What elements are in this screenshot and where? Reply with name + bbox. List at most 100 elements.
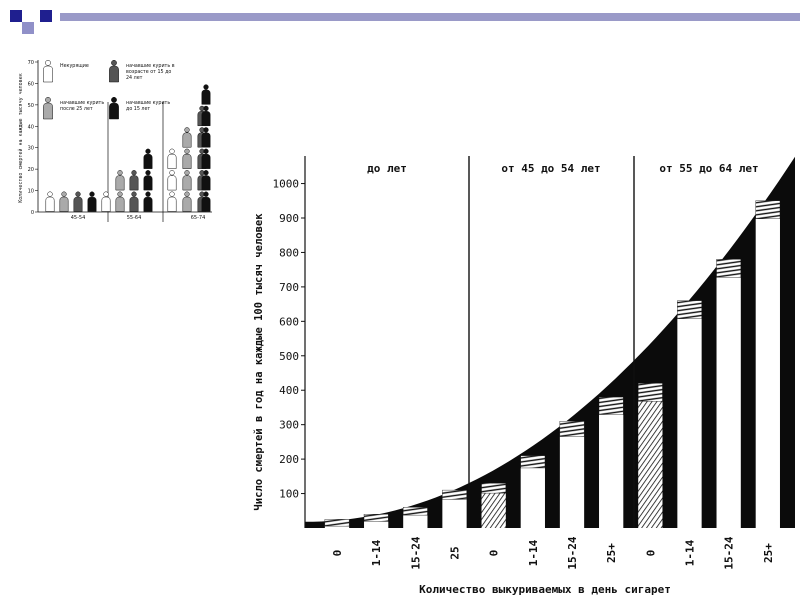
pictogram-person-head — [145, 191, 151, 197]
bar-chart-x-tick-label: 25+ — [605, 543, 618, 563]
pictogram-person-head — [117, 170, 123, 176]
pictogram-person — [182, 148, 192, 169]
pictogram-person — [45, 191, 55, 212]
pictogram-person-head — [131, 170, 137, 176]
pictogram-person-body — [201, 175, 211, 191]
bar-chart-y-tick-label: 800 — [279, 246, 299, 259]
legend-person-icon — [109, 96, 119, 120]
bar-chart-y-axis: 100 200 300 400 500 600 700 800 900 1000 — [273, 156, 306, 528]
pictogram-person — [143, 170, 153, 191]
pictogram-person-head — [75, 191, 81, 197]
legend-person-icon-head — [111, 96, 117, 103]
pictogram-person-head — [145, 170, 151, 176]
pictogram-group-label: 45-54 — [71, 215, 86, 221]
pictogram-person-head — [203, 84, 209, 90]
bar-chart-x-tick-label: 15-24 — [566, 536, 579, 569]
pictogram-person-body — [182, 196, 192, 212]
bar-cap — [716, 259, 742, 278]
header-square-light — [22, 22, 34, 34]
bar-cap — [755, 200, 781, 219]
pictogram-person-body — [143, 196, 153, 212]
pictogram-person — [182, 127, 192, 148]
pictogram-person-head — [169, 170, 175, 176]
header-bar — [60, 13, 800, 21]
bar — [324, 519, 350, 528]
legend-person-icon — [109, 59, 119, 83]
pictogram-y-tick-label: 40 — [28, 124, 34, 130]
bar-chart-x-tick-label: 15-24 — [409, 536, 422, 569]
bar-chart-y-tick-label: 600 — [279, 315, 299, 328]
bar-body — [716, 259, 741, 528]
legend-label: начавшие курить после 25 лет — [60, 101, 104, 112]
bar-chart-x-tick-label: 1-14 — [370, 539, 383, 566]
bar — [716, 259, 742, 528]
bar-chart-x-tick-label: 0 — [488, 550, 501, 557]
pictogram-person-head — [47, 191, 53, 197]
pictogram-person — [201, 105, 211, 127]
bar-body — [559, 421, 585, 528]
pictogram-person-head — [145, 148, 151, 154]
pictogram-person-head — [184, 127, 190, 133]
pictogram-person — [201, 127, 211, 148]
legend-label: Некурящие — [60, 63, 89, 69]
bar-chart-y-tick-label: 300 — [279, 419, 299, 432]
pictogram-person-body — [201, 132, 211, 148]
bar — [755, 200, 781, 528]
bar-chart-section-label: от 45 до 54 лет — [501, 162, 600, 175]
bar-body — [638, 383, 663, 528]
bar-cap — [402, 507, 428, 516]
pictogram-person-body — [201, 153, 211, 169]
pictogram-person-body — [201, 89, 211, 105]
pictogram-y-tick-label: 60 — [28, 81, 34, 87]
pictogram-person — [73, 191, 83, 212]
bar-chart-x-tick-label: 1-14 — [684, 539, 697, 566]
bar — [402, 507, 428, 528]
pictogram-person — [115, 170, 125, 191]
bar — [442, 489, 467, 528]
pictogram-person-head — [89, 191, 95, 197]
bar-cap — [442, 489, 467, 500]
pictogram-person — [167, 148, 177, 169]
pictogram-person — [167, 191, 177, 212]
bar-cap — [520, 455, 546, 469]
bar-chart-y-tick-label: 400 — [279, 384, 299, 397]
pictogram-person-body — [101, 196, 111, 212]
legend-person-icon-body — [43, 65, 53, 83]
pictogram-chart: 0 10 20 30 40 50 60 70 Количество смертей на ка… — [18, 59, 212, 222]
pictogram-legend: Некурящие начавшие курить в возрасте от 15… — [43, 59, 175, 120]
pictogram-person-head — [117, 191, 123, 197]
pictogram-person — [87, 191, 97, 212]
pictogram-person-body — [115, 175, 125, 191]
pictogram-person — [167, 170, 177, 191]
pictogram-person-body — [201, 196, 211, 212]
pictogram-person-body — [143, 153, 153, 169]
legend-person-icon-head — [45, 59, 51, 66]
pictogram-person — [101, 191, 111, 212]
pictogram-y-tick-label: 30 — [28, 146, 34, 152]
bar-chart-section-label: от 55 до 64 лет — [659, 162, 758, 175]
bar — [363, 514, 389, 528]
pictogram-person — [143, 191, 153, 212]
pictogram-person-head — [169, 148, 175, 154]
pictogram-person — [129, 191, 139, 212]
pictogram-person-head — [184, 170, 190, 176]
legend-person-icon-head — [45, 96, 51, 103]
pictogram-y-tick-label: 20 — [28, 167, 34, 173]
pictogram-person-body — [182, 175, 192, 191]
pictogram-person-body — [45, 196, 55, 212]
bar-chart-x-tick-label: 25 — [449, 546, 462, 559]
bar-chart-x-tick-label: 0 — [331, 550, 344, 557]
pictogram-group-label: 55-64 — [127, 215, 142, 221]
bar-chart-y-tick-label: 700 — [279, 281, 299, 294]
pictogram-person — [129, 170, 139, 191]
pictogram-person-body — [167, 175, 177, 191]
pictogram-person-body — [115, 196, 125, 212]
pictogram-y-label: Количество смертей на каждые тысячу чело… — [18, 73, 24, 202]
pictogram-y-tick-label: 10 — [28, 189, 34, 195]
bar — [520, 455, 546, 528]
pictogram-person — [201, 191, 211, 212]
pictogram-person — [115, 191, 125, 212]
pictogram-person — [143, 148, 153, 169]
legend-person-icon — [43, 59, 53, 83]
pictogram-person — [201, 84, 211, 105]
